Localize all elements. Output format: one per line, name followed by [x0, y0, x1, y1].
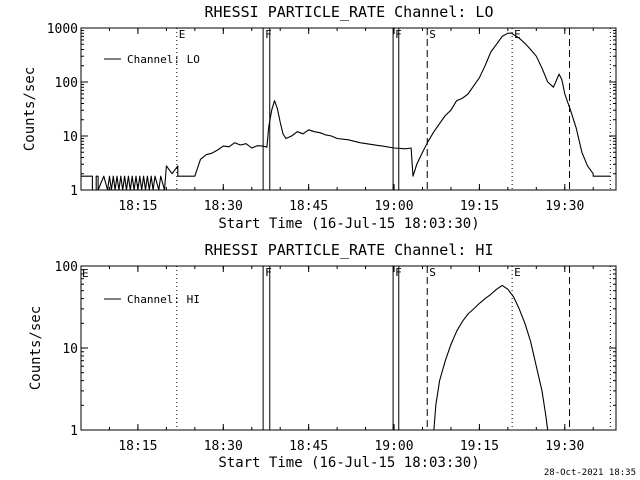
- series-line-lo: [81, 32, 611, 191]
- y-tick-label: 10: [62, 342, 78, 357]
- y-tick-label: 1000: [47, 22, 78, 37]
- series-line-hi: [433, 284, 549, 431]
- legend-hi: Channel: HI: [104, 293, 200, 306]
- plot-frame-hi: [80, 265, 617, 431]
- x-tick-label: 19:30: [545, 199, 584, 214]
- event-marker-label: S: [429, 266, 436, 279]
- x-tick-label: 19:00: [374, 439, 413, 454]
- chart-panel-lo: RHESSI PARTICLE_RATE Channel: LO Counts/…: [22, 3, 617, 232]
- axis-ticks-lo: 18:15 18:30 18:45 19:00 19:15 19:30 1 10 100 1000: [47, 22, 616, 214]
- x-tick-label: 19:15: [460, 199, 499, 214]
- y-axis-label-lo: Counts/sec: [22, 67, 38, 151]
- x-tick-label: 18:30: [204, 439, 243, 454]
- y-tick-label: 1: [70, 424, 78, 439]
- y-tick-label: 100: [55, 76, 78, 91]
- event-marker-label: S: [429, 28, 436, 41]
- chart-title-hi: RHESSI PARTICLE_RATE Channel: HI: [205, 241, 494, 259]
- x-tick-label: 19:15: [460, 439, 499, 454]
- y-tick-label: 1: [70, 184, 78, 199]
- x-tick-label: 19:00: [374, 199, 413, 214]
- axis-ticks-hi: 18:15 18:30 18:45 19:00 19:15 19:30 1 10 100: [55, 260, 616, 454]
- event-marker-label: F: [265, 266, 272, 279]
- x-tick-label: 18:30: [204, 199, 243, 214]
- chart-panel-hi: RHESSI PARTICLE_RATE Channel: HI Counts/…: [28, 241, 617, 471]
- x-tick-label: 18:45: [289, 439, 328, 454]
- event-marker-label: E: [514, 28, 521, 41]
- y-tick-label: 10: [62, 130, 78, 145]
- event-marker-label: F: [265, 28, 272, 41]
- event-marker-label: E: [179, 28, 186, 41]
- x-tick-label: 19:30: [545, 439, 584, 454]
- y-tick-label: 100: [55, 260, 78, 275]
- plot-frame-lo: [80, 27, 617, 191]
- x-axis-label-lo: Start Time (16-Jul-15 18:03:30): [218, 216, 479, 232]
- x-axis-label-hi: Start Time (16-Jul-15 18:03:30): [218, 455, 479, 471]
- legend-label-lo: Channel: LO: [127, 53, 200, 66]
- chart-title-lo: RHESSI PARTICLE_RATE Channel: LO: [205, 3, 494, 21]
- footer-date: 28-Oct-2021 18:35: [544, 468, 636, 478]
- event-markers-lo: EFFSE: [176, 28, 611, 190]
- x-tick-label: 18:15: [118, 439, 157, 454]
- x-tick-label: 18:45: [289, 199, 328, 214]
- y-axis-label-hi: Counts/sec: [28, 306, 44, 390]
- legend-label-hi: Channel: HI: [127, 293, 200, 306]
- legend-lo: Channel: LO: [104, 53, 200, 66]
- corner-label-hi: E: [82, 267, 89, 280]
- x-tick-label: 18:15: [118, 199, 157, 214]
- event-marker-label: E: [514, 266, 521, 279]
- event-markers-hi: FFSE: [176, 266, 611, 430]
